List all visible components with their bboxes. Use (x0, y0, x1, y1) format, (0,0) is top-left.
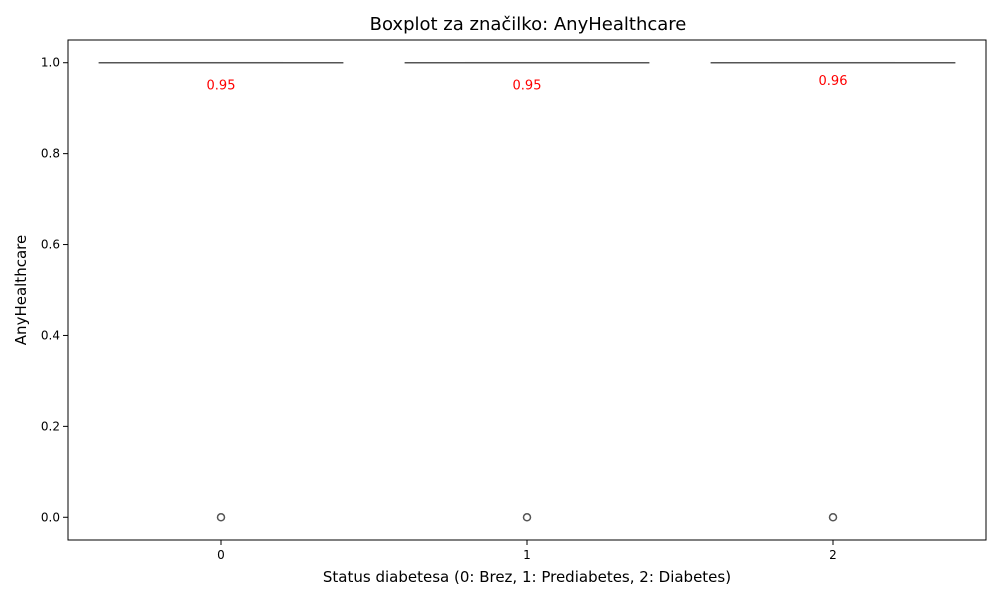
y-tick-label-5: 1.0 (41, 56, 60, 70)
y-tick-label-3: 0.6 (41, 238, 60, 252)
box-outlier-0-0 (216, 513, 226, 522)
box-outlier-2-0 (828, 513, 838, 522)
x-tick-label-1: 1 (523, 548, 531, 562)
mean-label-2: 0.96 (819, 74, 848, 89)
y-tick-label-0: 0.0 (41, 510, 60, 524)
chart-title: Boxplot za značilko: AnyHealthcare (370, 14, 687, 35)
y-tick-label-1: 0.2 (41, 419, 60, 433)
x-tick-label-2: 2 (829, 548, 837, 562)
mean-label-0: 0.95 (207, 78, 236, 93)
box-outlier-1-0 (522, 513, 532, 522)
x-axis-label: Status diabetesa (0: Brez, 1: Prediabete… (323, 568, 731, 586)
mean-label-1: 0.95 (513, 78, 542, 93)
plot-area: 0.95 0.95 0.96 0.0 0.2 0.4 0.6 0.8 1.0 0 1 2 (41, 39, 987, 562)
y-tick-label-4: 0.8 (41, 147, 60, 161)
x-tick-label-0: 0 (217, 548, 225, 562)
y-tick-label-2: 0.4 (41, 328, 60, 342)
y-axis-label: AnyHealthcare (12, 235, 30, 345)
